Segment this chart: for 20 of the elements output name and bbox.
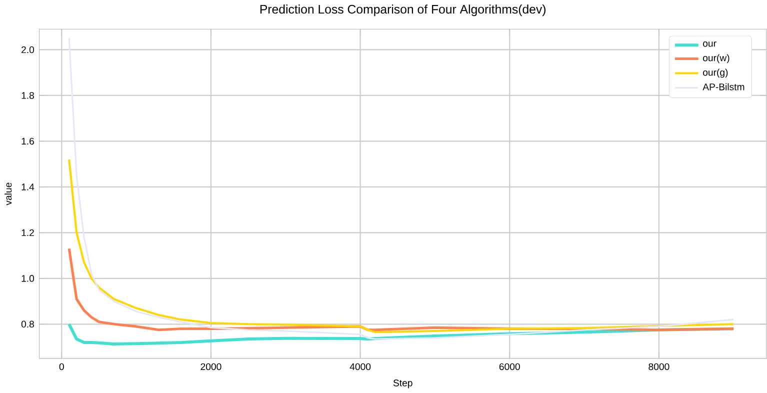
y-tick-label: 0.8 [21, 320, 34, 328]
legend-label: our [703, 42, 716, 47]
legend-label: our(w) [703, 54, 730, 64]
chart-title: Prediction Loss Comparison of Four Algorithms(dev) [260, 4, 546, 16]
legend-label: our(g) [703, 68, 728, 78]
y-tick-label: 1.8 [22, 92, 34, 99]
y-tick-label: 1.6 [22, 138, 34, 145]
x-tick-label: 2000 [200, 363, 222, 370]
x-axis-title: Step [393, 380, 412, 388]
y-tick-label: 2.0 [22, 46, 34, 54]
x-tick-label: 4000 [350, 363, 371, 370]
line-series [68, 158, 735, 334]
y-tick-label: 1.2 [22, 229, 34, 236]
x-tick-label: 8000 [648, 363, 670, 370]
x-tick-label: 6000 [499, 363, 520, 370]
y-axis-title: value [4, 182, 12, 206]
y-tick-label: 1.4 [22, 184, 34, 190]
legend-label: AP-Bilstm [702, 83, 744, 90]
y-tick-label: 1.0 [22, 275, 34, 282]
x-tick-label: 0 [59, 363, 64, 370]
